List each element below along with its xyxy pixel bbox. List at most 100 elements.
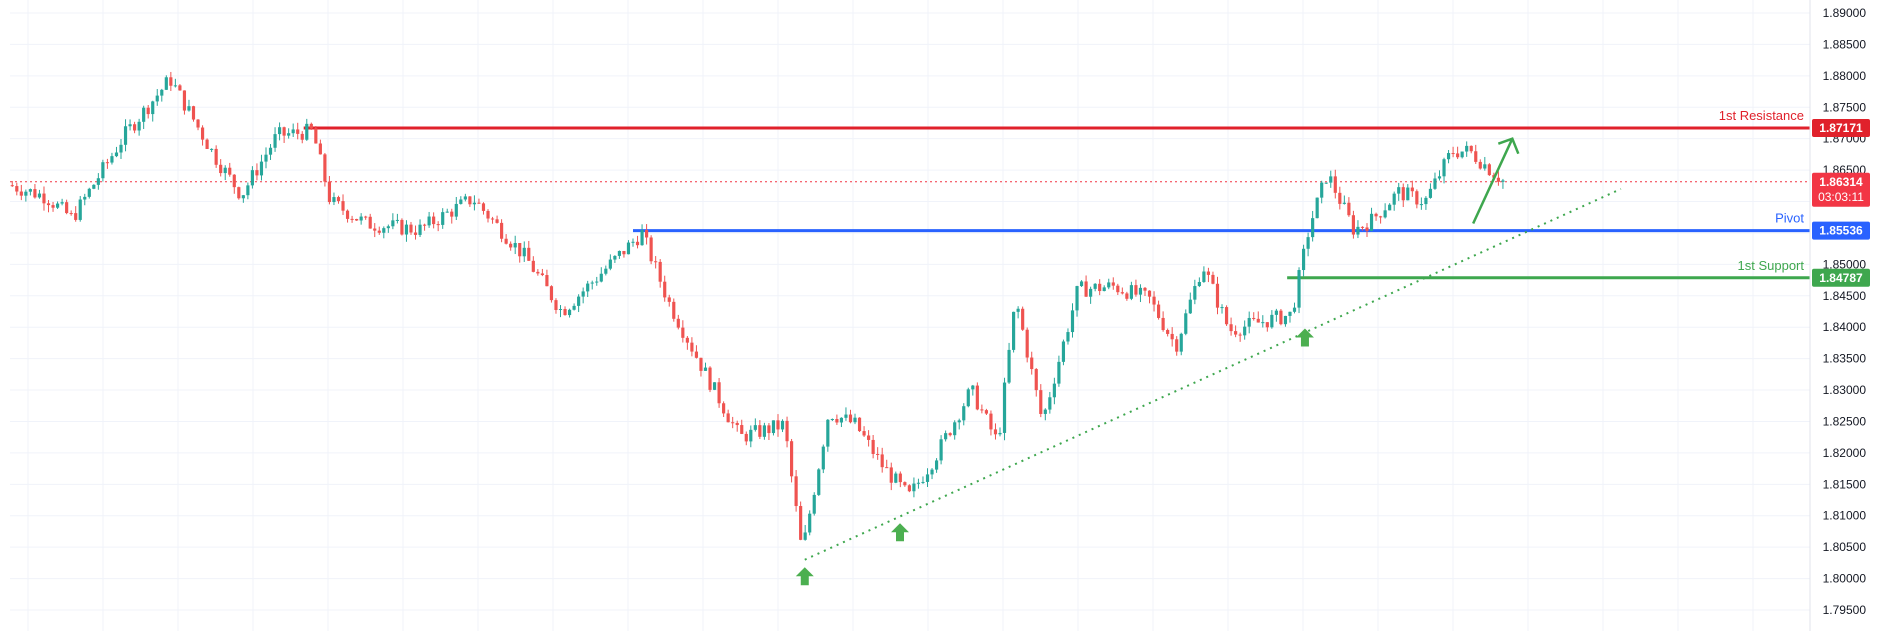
candle-body: [912, 483, 916, 492]
candle-body: [364, 216, 368, 218]
candle-body: [948, 433, 952, 436]
candle-body: [1424, 197, 1428, 205]
candle-body: [178, 85, 182, 91]
candle-body: [663, 281, 667, 298]
candle-body: [975, 385, 979, 410]
candle-body: [577, 296, 581, 306]
candle-body: [1338, 192, 1342, 204]
candle-body: [60, 202, 64, 204]
candle-body: [1478, 161, 1482, 169]
candle-body: [1469, 145, 1473, 152]
price-axis[interactable]: 1.890001.885001.880001.875001.870001.865…: [1809, 0, 1884, 631]
candle-body: [1120, 292, 1124, 294]
candle-body: [1084, 281, 1088, 297]
candle-body: [1229, 324, 1233, 332]
price-tick-label: 1.82000: [1823, 446, 1867, 460]
candle-body: [1034, 369, 1038, 391]
arrows: [795, 137, 1520, 586]
candle-body: [513, 242, 517, 248]
candle-body: [1166, 330, 1170, 334]
candle-body: [232, 174, 236, 188]
pivot-price-tag: 1.85536: [1812, 221, 1870, 240]
candle-body: [1301, 248, 1306, 271]
candle-body: [160, 89, 164, 96]
candle-body: [1292, 307, 1297, 312]
candle-body: [65, 202, 69, 214]
candle-body: [984, 410, 988, 414]
candle-body: [595, 281, 599, 283]
candle-body: [1116, 285, 1120, 293]
candle-body: [137, 121, 141, 131]
current-price-tag: 1.86314 03:03:11: [1812, 172, 1870, 207]
candle-body: [916, 482, 921, 484]
candle-body: [563, 309, 567, 316]
candle-body: [1415, 191, 1419, 205]
candle-body: [386, 226, 390, 229]
candle-body: [1265, 322, 1269, 328]
candle-body: [694, 351, 699, 358]
candle-body: [264, 154, 268, 162]
candle-body: [96, 178, 100, 185]
candle-body: [862, 431, 866, 436]
candle-body: [1329, 176, 1333, 183]
candle-body: [1143, 287, 1147, 291]
candle-body: [622, 250, 626, 255]
candle-body: [1410, 187, 1414, 192]
candle-body: [1002, 382, 1007, 433]
candle-body: [1315, 197, 1319, 219]
candle-body: [808, 513, 812, 533]
level-labels: 1st Resistance Pivot 1st Support: [1719, 108, 1805, 273]
candle-body: [1156, 304, 1161, 318]
candle-body: [1057, 361, 1061, 384]
candle-body: [953, 422, 957, 436]
candle-body: [871, 439, 875, 454]
candle-body: [123, 126, 128, 145]
candle-body: [536, 271, 540, 274]
candle-body: [1261, 322, 1265, 324]
candle-body: [726, 413, 730, 423]
candle-body: [1193, 286, 1197, 300]
candle-body: [110, 156, 114, 163]
price-tick-label: 1.80500: [1823, 540, 1867, 554]
candle-body: [817, 469, 821, 495]
candle-body: [46, 203, 51, 206]
candle-body: [971, 385, 975, 390]
candle-body: [885, 467, 889, 469]
candle-body: [645, 230, 649, 238]
candle-body: [654, 261, 658, 263]
candle-body: [1270, 314, 1274, 328]
candle-body: [182, 90, 187, 111]
price-tick-label: 1.85000: [1823, 257, 1867, 271]
price-tick-label: 1.79500: [1823, 603, 1867, 617]
candle-body: [1252, 317, 1256, 319]
candle-body: [1184, 313, 1188, 334]
candle-body: [1324, 182, 1328, 184]
candle-body: [676, 318, 680, 328]
price-tick-label: 1.82500: [1823, 414, 1867, 428]
candle-body: [350, 218, 354, 220]
candle-body: [966, 389, 970, 407]
candle-body: [422, 224, 427, 226]
trendline[interactable]: [804, 188, 1622, 561]
candle-body: [327, 181, 332, 203]
candle-body: [409, 224, 413, 233]
candle-body: [898, 473, 902, 483]
candle-body: [450, 211, 454, 217]
candle-body: [522, 247, 526, 257]
candle-body: [1152, 296, 1156, 305]
candle-body: [1419, 204, 1423, 206]
candle-body: [703, 367, 708, 371]
candle-body: [1401, 187, 1405, 201]
candle-body: [146, 107, 150, 115]
candle-body: [1202, 271, 1206, 282]
candle-body: [237, 187, 241, 199]
candle-body: [24, 191, 28, 196]
candle-body: [101, 162, 105, 179]
candle-body: [1247, 317, 1251, 327]
candle-body: [848, 414, 853, 423]
candle-body: [10, 185, 14, 187]
candle-body: [74, 213, 78, 220]
price-tick-label: 1.88500: [1823, 37, 1867, 51]
candle-body: [740, 425, 744, 434]
